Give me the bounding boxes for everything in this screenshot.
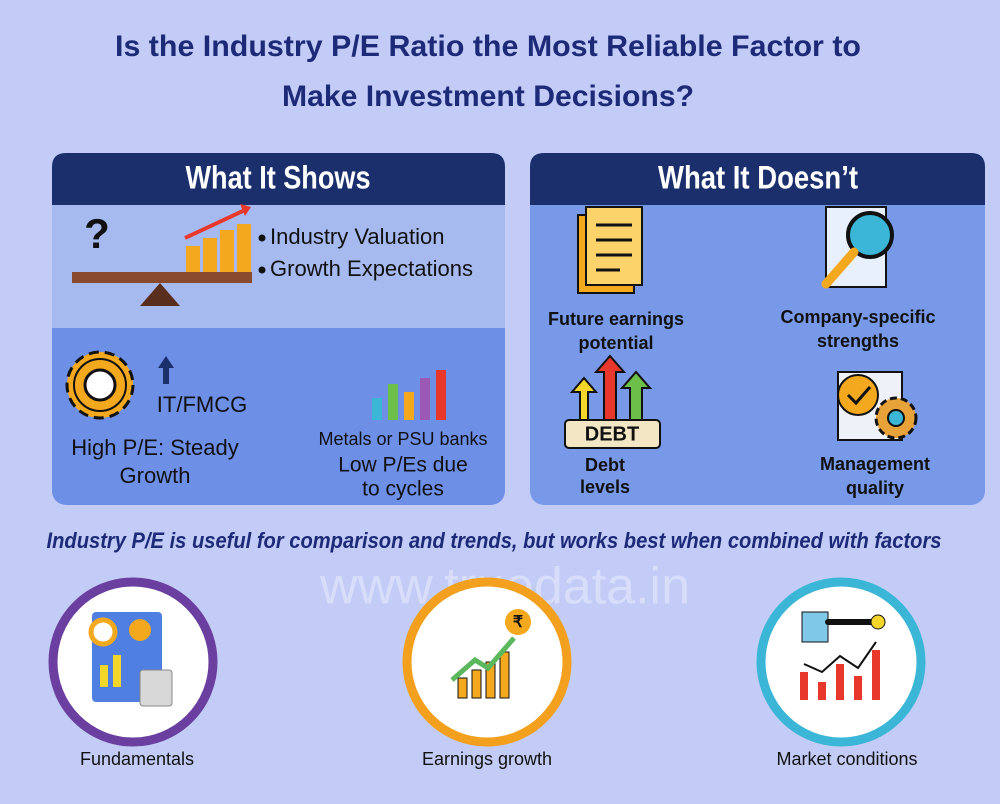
icon-shape	[619, 370, 653, 421]
icon-shape	[420, 378, 430, 420]
icon-shape	[530, 153, 985, 505]
icon-shape	[471, 669, 482, 699]
icon-shape	[258, 266, 266, 274]
item-text: Future earnings	[548, 309, 684, 329]
tag-text: IT/FMCG	[157, 392, 247, 417]
factor: ₹ Earnings growth	[402, 577, 572, 769]
title-line: Make Investment Decisions?	[282, 80, 694, 113]
icon-shape	[100, 665, 108, 687]
icon-shape	[499, 651, 510, 699]
item-text: Company-specific	[780, 307, 935, 327]
icon-shape	[372, 398, 382, 420]
bullet-text: Industry Valuation	[270, 224, 444, 249]
icon-shape	[388, 384, 398, 420]
tag-text: Metals or PSU banks	[318, 429, 487, 449]
icon-shape	[821, 247, 859, 289]
item-text: Management	[820, 454, 930, 474]
icon-shape	[564, 419, 661, 449]
icon-shape	[258, 234, 266, 242]
icon-shape	[450, 636, 516, 682]
icon-shape	[887, 409, 905, 427]
icon-shape	[436, 370, 446, 420]
icon-shape	[72, 272, 252, 283]
icon-shape	[203, 238, 217, 272]
item-text: levels	[580, 477, 630, 497]
icon-text: DEBT	[585, 423, 639, 445]
doesnt-panel: What It Doesn’t Future earnings potentia…	[530, 153, 985, 505]
icon-shape	[836, 664, 844, 700]
icon-shape	[801, 611, 829, 643]
factor-label: Fundamentals	[80, 749, 194, 769]
icon-shape	[800, 672, 808, 700]
icon-shape	[457, 677, 468, 699]
factor: Market conditions	[756, 577, 926, 769]
icon-shape	[846, 386, 872, 406]
icon-shape	[240, 204, 251, 216]
icon-shape	[158, 356, 174, 384]
item-text: Debt	[585, 455, 625, 475]
icon-shape	[404, 392, 414, 420]
tagline: Industry P/E is useful for comparison an…	[47, 528, 942, 553]
icon-shape	[569, 376, 599, 421]
icon-shape	[505, 609, 531, 635]
icon-shape	[837, 374, 879, 416]
bullet-text: Growth Expectations	[270, 256, 473, 281]
icon-shape	[184, 208, 246, 240]
icon-shape	[237, 224, 251, 272]
body-text: Growth	[120, 463, 191, 488]
shows-panel: What It Shows ? Industry Valuation Growt…	[52, 153, 505, 505]
icon-shape	[52, 205, 505, 328]
icon-shape	[872, 650, 880, 700]
icon-shape	[83, 368, 117, 402]
icon-shape	[530, 153, 985, 205]
icon-shape	[88, 617, 118, 647]
panel-heading: What It Shows	[186, 159, 371, 195]
panel-heading: What It Doesn’t	[658, 159, 858, 195]
item-text: quality	[846, 478, 904, 498]
icon-text: ?	[84, 210, 110, 257]
icon-shape	[52, 153, 505, 205]
item-text: strengths	[817, 331, 899, 351]
icon-shape	[870, 614, 886, 630]
icon-shape	[846, 211, 894, 259]
icon-shape	[129, 619, 151, 641]
icon-shape	[585, 206, 643, 286]
body-text: Low P/Es due	[338, 454, 468, 477]
icon-shape	[593, 354, 627, 421]
body-text: High P/E: Steady	[71, 435, 239, 460]
factor: Fundamentals	[48, 577, 218, 769]
icon-shape	[854, 676, 862, 700]
icon-shape	[140, 283, 180, 306]
icon-shape	[139, 669, 173, 707]
factor-label: Market conditions	[776, 749, 917, 769]
factor-label: Earnings growth	[422, 749, 552, 769]
item-text: potential	[579, 333, 654, 353]
icon-shape	[756, 577, 926, 747]
icon-shape	[186, 246, 200, 272]
body-text: to cycles	[362, 478, 444, 501]
title-line: Is the Industry P/E Ratio the Most Relia…	[115, 30, 861, 63]
icon-text: ₹	[513, 614, 523, 631]
icon-shape	[220, 230, 234, 272]
icon-shape	[818, 682, 826, 700]
icon-shape	[113, 655, 121, 687]
icon-shape	[803, 641, 877, 674]
